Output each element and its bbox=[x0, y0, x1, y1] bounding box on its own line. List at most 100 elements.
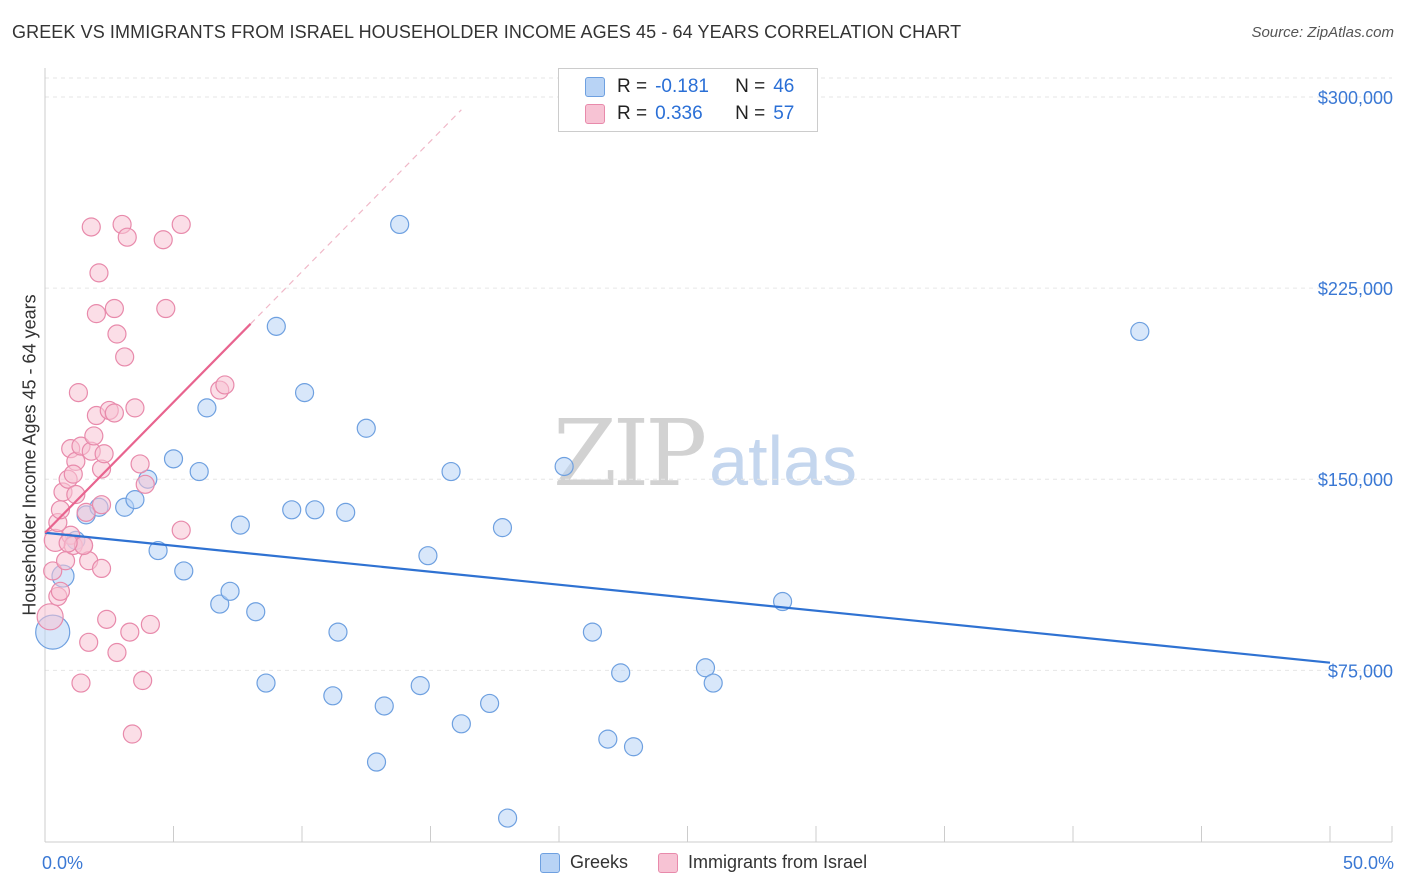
y-tick-label-0: $75,000 bbox=[1328, 661, 1393, 681]
watermark: ZIPatlas bbox=[553, 400, 857, 507]
point-israel-32 bbox=[104, 403, 124, 423]
point-israel-16 bbox=[71, 673, 91, 693]
y-axis-title: Householder Income Ages 45 - 64 years bbox=[19, 294, 40, 616]
point-israel-26 bbox=[89, 263, 109, 283]
point-israel-25 bbox=[86, 304, 107, 324]
legend-n-value-israel: 57 bbox=[773, 103, 795, 124]
legend-row-greeks: R = -0.181 N = 46 bbox=[585, 74, 794, 100]
series-legend-greeks[interactable]: Greeks bbox=[540, 852, 628, 873]
point-israel-23 bbox=[81, 217, 101, 237]
point-greeks-8 bbox=[148, 540, 168, 561]
legend-r-label-israel: R = bbox=[617, 103, 648, 124]
point-greeks-21 bbox=[305, 500, 325, 520]
point-greeks-18 bbox=[266, 316, 286, 336]
legend-n-label-israel: N = bbox=[735, 103, 766, 124]
point-israel-49 bbox=[171, 520, 191, 540]
point-israel-42 bbox=[130, 454, 150, 474]
point-greeks-36 bbox=[554, 456, 574, 477]
point-greeks-27 bbox=[374, 696, 394, 716]
trendline-israel bbox=[44, 323, 252, 534]
y-tick-label-3: $300,000 bbox=[1318, 88, 1393, 108]
x-axis-max-label: 50.0% bbox=[1342, 853, 1394, 873]
series-swatch-israel bbox=[658, 852, 679, 873]
point-greeks-40 bbox=[623, 737, 644, 757]
point-israel-18 bbox=[76, 502, 96, 522]
point-greeks-35 bbox=[498, 808, 518, 828]
series-legend: Greeks Immigrants from Israel bbox=[540, 852, 897, 873]
point-israel-35 bbox=[107, 642, 127, 663]
point-greeks-23 bbox=[328, 622, 348, 642]
point-israel-37 bbox=[115, 347, 135, 367]
point-israel-43 bbox=[133, 670, 153, 691]
y-tick-label-2: $225,000 bbox=[1318, 279, 1393, 299]
legend-swatch-israel bbox=[585, 104, 605, 124]
point-greeks-14 bbox=[220, 581, 240, 601]
point-israel-47 bbox=[156, 298, 176, 319]
point-greeks-37 bbox=[582, 622, 603, 642]
x-axis-min-label: 0.0% bbox=[42, 853, 84, 873]
point-israel-14 bbox=[68, 383, 89, 403]
point-israel-28 bbox=[91, 558, 112, 579]
point-greeks-42 bbox=[703, 673, 723, 693]
watermark-zip: ZIP bbox=[553, 400, 707, 507]
point-israel-13 bbox=[66, 484, 86, 505]
point-greeks-20 bbox=[294, 383, 315, 403]
legend-r-value-israel: 0.336 bbox=[655, 103, 703, 124]
series-swatch-greeks bbox=[540, 852, 560, 873]
point-greeks-22 bbox=[323, 686, 343, 706]
point-greeks-30 bbox=[418, 546, 438, 566]
point-israel-46 bbox=[153, 230, 173, 250]
point-israel-54 bbox=[91, 495, 112, 515]
trendline-extension-israel bbox=[250, 109, 462, 325]
series-label-greeks: Greeks bbox=[570, 852, 629, 872]
point-greeks-13 bbox=[210, 594, 230, 614]
legend-swatch-greeks bbox=[585, 77, 605, 97]
point-israel-51 bbox=[215, 375, 235, 395]
legend-n-label-greeks: N = bbox=[735, 76, 766, 97]
point-greeks-31 bbox=[441, 461, 461, 482]
chart-title: GREEK VS IMMIGRANTS FROM ISRAEL HOUSEHOL… bbox=[12, 22, 962, 42]
point-israel-29 bbox=[94, 444, 114, 464]
correlation-legend: R = -0.181 N = 46 R = 0.336 N = 57 bbox=[558, 68, 818, 132]
point-israel-22 bbox=[84, 426, 104, 446]
point-greeks-34 bbox=[492, 518, 513, 538]
source-label: Source: ZipAtlas.com bbox=[1251, 24, 1394, 41]
point-greeks-25 bbox=[356, 418, 376, 438]
point-greeks-17 bbox=[256, 673, 276, 693]
point-greeks-29 bbox=[410, 676, 430, 696]
point-israel-56 bbox=[50, 581, 71, 601]
point-israel-39 bbox=[120, 622, 140, 642]
point-israel-30 bbox=[97, 609, 117, 629]
point-greeks-28 bbox=[390, 214, 410, 235]
point-israel-20 bbox=[79, 632, 99, 652]
point-israel-55 bbox=[63, 464, 83, 484]
point-greeks-12 bbox=[197, 398, 217, 418]
legend-r-label-greeks: R = bbox=[617, 76, 648, 97]
point-israel-40 bbox=[122, 724, 142, 744]
point-greeks-32 bbox=[451, 714, 471, 734]
point-greeks-11 bbox=[189, 461, 209, 482]
point-greeks-39 bbox=[611, 663, 631, 683]
point-israel-44 bbox=[135, 474, 155, 494]
watermark-atlas: atlas bbox=[709, 422, 858, 500]
point-greeks-24 bbox=[336, 502, 356, 522]
y-tick-label-1: $150,000 bbox=[1318, 470, 1393, 490]
point-israel-1 bbox=[43, 561, 63, 581]
point-israel-34 bbox=[107, 324, 127, 344]
trendline-greeks bbox=[44, 531, 1331, 664]
point-israel-53 bbox=[58, 533, 78, 553]
point-greeks-38 bbox=[598, 729, 618, 749]
point-greeks-26 bbox=[366, 752, 387, 772]
point-israel-38 bbox=[117, 227, 137, 247]
point-israel-33 bbox=[104, 298, 124, 319]
series-legend-israel[interactable]: Immigrants from Israel bbox=[658, 852, 867, 873]
point-greeks-33 bbox=[480, 693, 500, 714]
point-greeks-16 bbox=[246, 602, 266, 622]
point-greeks-15 bbox=[230, 515, 250, 535]
point-israel-0 bbox=[36, 603, 64, 631]
point-greeks-19 bbox=[282, 500, 302, 520]
point-israel-41 bbox=[125, 398, 145, 418]
point-greeks-6 bbox=[125, 490, 145, 510]
legend-n-value-greeks: 46 bbox=[773, 76, 795, 97]
